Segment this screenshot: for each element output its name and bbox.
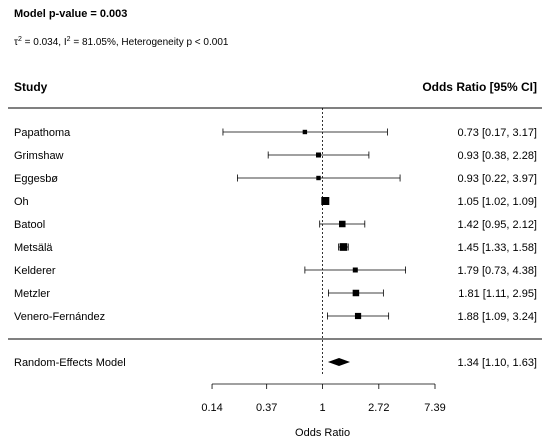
heterogeneity-p: , Heterogeneity p < 0.001 bbox=[116, 37, 229, 48]
summary-estimate-label: 1.34 [1.10, 1.63] bbox=[457, 357, 537, 369]
heterogeneity-stats: τ2 = 0.034, I2 = 81.05%, Heterogeneity p… bbox=[14, 36, 229, 48]
study-row: Eggesbø 0.93 [0.22, 3.97] bbox=[14, 173, 537, 185]
study-name: Oh bbox=[14, 196, 29, 208]
summary-diamond bbox=[327, 358, 351, 366]
study-row: Metzler 1.81 [1.11, 2.95] bbox=[14, 288, 537, 300]
study-row: Metsälä 1.45 [1.33, 1.58] bbox=[14, 242, 537, 254]
study-name: Eggesbø bbox=[14, 173, 58, 185]
study-name: Batool bbox=[14, 219, 45, 231]
point-estimate bbox=[339, 243, 348, 251]
study-name: Grimshaw bbox=[14, 150, 64, 162]
x-axis-label: Odds Ratio bbox=[295, 427, 350, 439]
estimate-label: 1.79 [0.73, 4.38] bbox=[457, 265, 537, 277]
point-estimate bbox=[339, 220, 346, 228]
study-row: Papathoma 0.73 [0.17, 3.17] bbox=[14, 127, 537, 139]
estimate-label: 1.45 [1.33, 1.58] bbox=[457, 242, 537, 254]
study-name: Venero-Fernández bbox=[14, 311, 105, 323]
study-name: Metsälä bbox=[14, 242, 53, 254]
study-name: Kelderer bbox=[14, 265, 56, 277]
study-rows: Papathoma 0.73 [0.17, 3.17] Grimshaw 0.93 [… bbox=[14, 127, 537, 323]
estimate-label: 0.73 [0.17, 3.17] bbox=[457, 127, 537, 139]
estimate-label: 1.05 [1.02, 1.09] bbox=[457, 196, 537, 208]
summary-name: Random-Effects Model bbox=[14, 357, 126, 369]
study-row: Venero-Fernández 1.88 [1.09, 3.24] bbox=[14, 311, 537, 323]
study-name: Papathoma bbox=[14, 127, 71, 139]
summary-row: Random-Effects Model 1.34 [1.10, 1.63] bbox=[14, 357, 537, 369]
point-estimate bbox=[321, 197, 330, 205]
point-estimate bbox=[315, 152, 321, 158]
study-row: Oh 1.05 [1.02, 1.09] bbox=[14, 196, 537, 208]
point-estimate bbox=[302, 129, 308, 135]
study-row: Grimshaw 0.93 [0.38, 2.28] bbox=[14, 150, 537, 162]
x-axis: 0.14 0.37 1 2.72 7.39 bbox=[201, 383, 446, 414]
estimate-column-header: Odds Ratio [95% CI] bbox=[422, 80, 537, 94]
study-column-header: Study bbox=[14, 80, 48, 94]
estimate-label: 0.93 [0.22, 3.97] bbox=[457, 173, 537, 185]
x-tick-label: 2.72 bbox=[368, 402, 389, 414]
x-tick-label: 7.39 bbox=[424, 402, 445, 414]
study-row: Batool 1.42 [0.95, 2.12] bbox=[14, 219, 537, 231]
estimate-label: 1.81 [1.11, 2.95] bbox=[458, 288, 537, 300]
x-tick-label: 0.37 bbox=[256, 402, 277, 414]
study-name: Metzler bbox=[14, 288, 50, 300]
x-tick-label: 1 bbox=[320, 402, 326, 414]
x-tick-label: 0.14 bbox=[201, 402, 222, 414]
tau2-value: 0.034 bbox=[33, 37, 58, 48]
i2-value: 81.05% bbox=[82, 37, 116, 48]
point-estimate bbox=[354, 312, 362, 320]
point-estimate bbox=[352, 289, 360, 297]
model-p-value-title: Model p-value = 0.003 bbox=[14, 8, 127, 20]
estimate-label: 1.42 [0.95, 2.12] bbox=[457, 219, 537, 231]
study-row: Kelderer 1.79 [0.73, 4.38] bbox=[14, 265, 537, 277]
estimate-label: 0.93 [0.38, 2.28] bbox=[457, 150, 537, 162]
point-estimate bbox=[316, 175, 321, 181]
point-estimate bbox=[352, 267, 358, 273]
estimate-label: 1.88 [1.09, 3.24] bbox=[457, 311, 537, 323]
